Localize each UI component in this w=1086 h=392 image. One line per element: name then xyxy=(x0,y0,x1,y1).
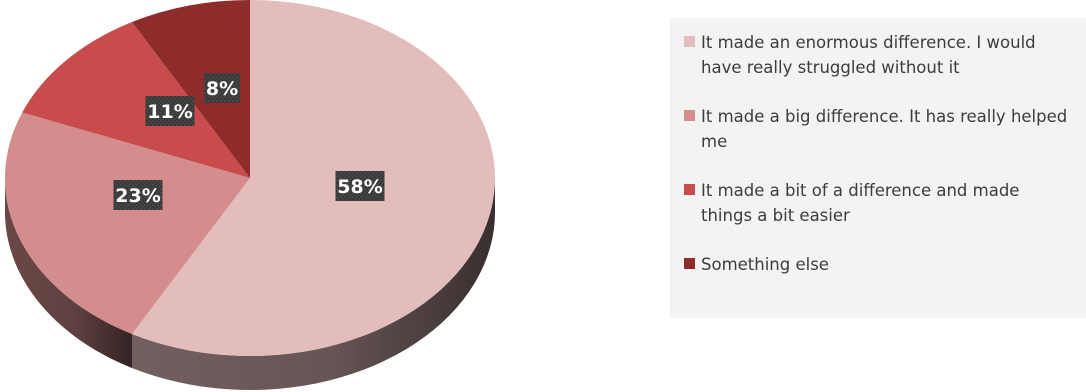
data-label-something-else: 8% xyxy=(204,73,240,103)
legend-label: Something else xyxy=(701,255,829,274)
legend-swatch xyxy=(684,110,695,121)
data-label-box xyxy=(113,180,163,210)
legend-item-bit-of-difference: It made a bit of a difference and made t… xyxy=(684,178,1074,228)
pie-slice-something-else xyxy=(131,0,250,178)
pie-side-shade xyxy=(131,178,495,390)
pie-data-labels: 58% 23% 11% 8% xyxy=(113,73,385,210)
pie-top-slices xyxy=(4,0,495,356)
legend-swatch xyxy=(684,258,695,269)
data-label-box xyxy=(204,73,240,103)
data-label-text: 11% xyxy=(147,101,192,123)
data-label-text: 8% xyxy=(206,78,238,100)
legend-label: It made an enormous difference. I would … xyxy=(701,33,1036,77)
pie-chart: 58% 23% 11% 8% xyxy=(4,0,495,390)
pie-slice-it-made-a-big xyxy=(4,112,251,334)
data-label-it-made-a-bit: 11% xyxy=(145,96,195,126)
pie-slice-it-made-an-enormous xyxy=(131,0,495,356)
legend-label: It made a bit of a difference and made t… xyxy=(701,181,1020,225)
legend-item-enormous-difference: It made an enormous difference. I would … xyxy=(684,30,1074,80)
legend: It made an enormous difference. I would … xyxy=(670,18,1086,318)
data-label-box xyxy=(145,96,195,126)
pie-3d-side-group xyxy=(5,178,495,390)
legend-swatch xyxy=(684,36,695,47)
data-label-it-made-an-enormous: 58% xyxy=(335,171,385,201)
legend-label: It made a big difference. It has really … xyxy=(701,107,1068,151)
legend-swatch xyxy=(684,184,695,195)
pie-slice-it-made-a-bit xyxy=(22,22,251,178)
data-label-it-made-a-big: 23% xyxy=(113,180,163,210)
data-label-text: 58% xyxy=(337,176,382,198)
pie-side-shade xyxy=(5,178,132,368)
legend-item-big-difference: It made a big difference. It has really … xyxy=(684,104,1074,154)
data-label-box xyxy=(335,171,385,201)
data-label-text: 23% xyxy=(115,185,160,207)
legend-item-something-else: Something else xyxy=(684,252,1074,277)
